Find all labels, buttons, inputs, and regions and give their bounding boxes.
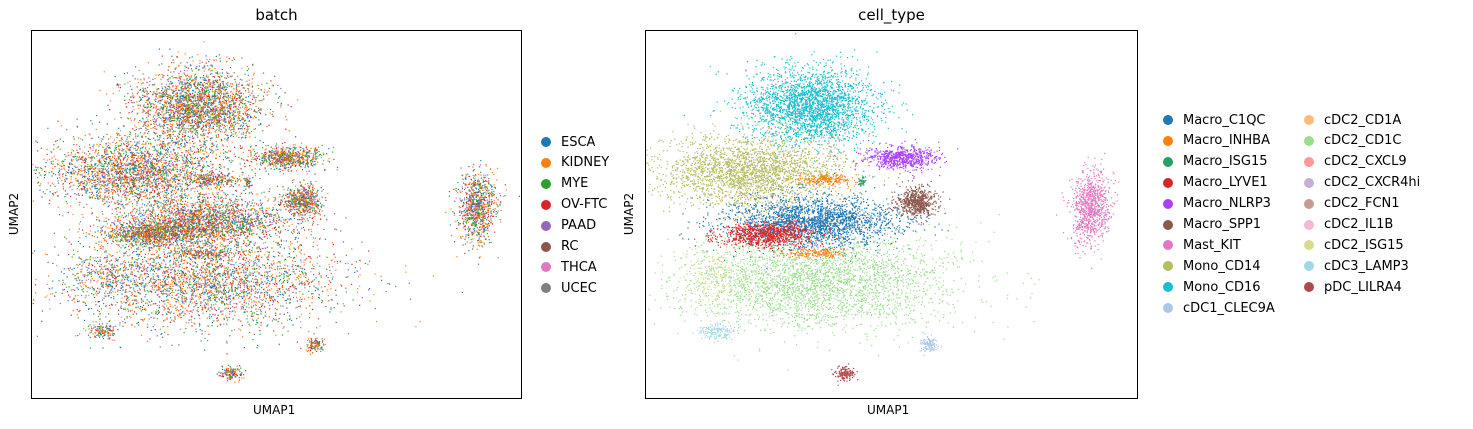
legend-marker — [1304, 240, 1314, 251]
legend-label: Macro_ISG15 — [1183, 154, 1268, 169]
cell-type-plot-area — [645, 30, 1138, 399]
legend-marker — [541, 220, 551, 231]
batch-ylabel: UMAP2 — [7, 193, 21, 235]
legend-label: RC — [561, 239, 578, 254]
legend-label: cDC2_CD1A — [1324, 113, 1401, 128]
legend-marker — [1304, 156, 1314, 167]
legend-label: cDC3_LAMP3 — [1324, 259, 1409, 274]
legend-label: Macro_INHBA — [1183, 133, 1270, 148]
legend-label: Mono_CD16 — [1183, 280, 1261, 295]
legend-label: Macro_C1QC — [1183, 113, 1266, 128]
legend-marker — [1163, 282, 1173, 293]
legend-label: cDC2_CXCR4hi — [1324, 175, 1420, 190]
legend-item-mono-cd14: Mono_CD14 — [1163, 256, 1261, 276]
batch-plot-area — [31, 30, 522, 399]
legend-item-macro-nlrp3: Macro_NLRP3 — [1163, 194, 1271, 214]
legend-label: OV-FTC — [561, 197, 607, 212]
legend-item-thca: THCA — [541, 257, 597, 277]
legend-item-cdc2-cd1c: cDC2_CD1C — [1304, 131, 1401, 151]
legend-label: cDC2_ISG15 — [1324, 238, 1404, 253]
legend-marker — [541, 157, 551, 168]
legend-item-kidney: KIDNEY — [541, 153, 609, 173]
legend-label: PAAD — [561, 218, 596, 233]
cell-type-scatter-svg — [646, 33, 1120, 386]
legend-label: MYE — [561, 176, 588, 191]
legend-label: pDC_LILRA4 — [1324, 280, 1402, 295]
legend-item-macro-spp1: Macro_SPP1 — [1163, 215, 1261, 235]
legend-label: cDC1_CLEC9A — [1183, 301, 1275, 316]
legend-item-pdc-lilra4: pDC_LILRA4 — [1304, 277, 1402, 297]
legend-label: ESCA — [561, 135, 595, 150]
legend-label: THCA — [561, 260, 597, 275]
legend-marker — [541, 178, 551, 189]
legend-marker — [1304, 135, 1314, 146]
legend-item-cdc2-cxcr4hi: cDC2_CXCR4hi — [1304, 173, 1420, 193]
legend-marker — [1163, 261, 1173, 272]
legend-label: cDC2_CXCL9 — [1324, 154, 1407, 169]
legend-label: cDC2_IL1B — [1324, 217, 1393, 232]
legend-item-mye: MYE — [541, 174, 588, 194]
legend-label: Mono_CD14 — [1183, 259, 1261, 274]
legend-item-macro-isg15: Macro_ISG15 — [1163, 152, 1268, 172]
legend-item-ov-ftc: OV-FTC — [541, 195, 607, 215]
legend-marker — [541, 283, 551, 294]
legend-label: KIDNEY — [561, 155, 609, 170]
legend-marker — [541, 241, 551, 252]
legend-marker — [1163, 156, 1173, 167]
legend-marker — [1304, 261, 1314, 272]
legend-item-cdc2-il1b: cDC2_IL1B — [1304, 215, 1393, 235]
legend-item-cdc1-clec9a: cDC1_CLEC9A — [1163, 298, 1275, 318]
legend-label: Mast_KIT — [1183, 238, 1241, 253]
legend-label: Macro_SPP1 — [1183, 217, 1261, 232]
legend-label: cDC2_CD1C — [1324, 133, 1401, 148]
legend-label: cDC2_FCN1 — [1324, 196, 1400, 211]
batch-title: batch — [31, 6, 522, 24]
cell-type-xlabel: UMAP1 — [867, 403, 909, 417]
batch-xlabel: UMAP1 — [253, 403, 295, 417]
legend-item-cdc2-cxcl9: cDC2_CXCL9 — [1304, 152, 1407, 172]
legend-label: Macro_NLRP3 — [1183, 196, 1271, 211]
legend-marker — [1163, 135, 1173, 146]
legend-item-macro-inhba: Macro_INHBA — [1163, 131, 1270, 151]
cell-type-title: cell_type — [645, 6, 1138, 24]
legend-item-cdc2-isg15: cDC2_ISG15 — [1304, 235, 1404, 255]
legend-item-macro-lyve1: Macro_LYVE1 — [1163, 173, 1268, 193]
legend-item-paad: PAAD — [541, 216, 596, 236]
batch-scatter-svg — [32, 41, 520, 383]
legend-label: Macro_LYVE1 — [1183, 175, 1268, 190]
legend-marker — [541, 262, 551, 273]
legend-marker — [1163, 303, 1173, 314]
legend-item-mast-kit: Mast_KIT — [1163, 235, 1241, 255]
legend-marker — [1163, 177, 1173, 188]
legend-marker — [1304, 115, 1314, 125]
legend-item-ucec: UCEC — [541, 278, 597, 298]
legend-item-esca: ESCA — [541, 132, 595, 152]
legend-marker — [1304, 219, 1314, 230]
legend-marker — [541, 199, 551, 210]
legend-marker — [541, 137, 551, 147]
legend-marker — [1163, 219, 1173, 230]
legend-marker — [1163, 115, 1173, 125]
cell-type-ylabel: UMAP2 — [622, 193, 636, 235]
legend-marker — [1163, 240, 1173, 251]
legend-item-macro-c1qc: Macro_C1QC — [1163, 110, 1266, 130]
legend-item-mono-cd16: Mono_CD16 — [1163, 277, 1261, 297]
legend-item-rc: RC — [541, 237, 578, 257]
legend-marker — [1304, 282, 1314, 293]
legend-item-cdc2-fcn1: cDC2_FCN1 — [1304, 194, 1400, 214]
legend-item-cdc2-cd1a: cDC2_CD1A — [1304, 110, 1401, 130]
legend-item-cdc3-lamp3: cDC3_LAMP3 — [1304, 256, 1409, 276]
legend-marker — [1304, 198, 1314, 209]
legend-label: UCEC — [561, 281, 597, 296]
legend-marker — [1163, 198, 1173, 209]
legend-marker — [1304, 177, 1314, 188]
